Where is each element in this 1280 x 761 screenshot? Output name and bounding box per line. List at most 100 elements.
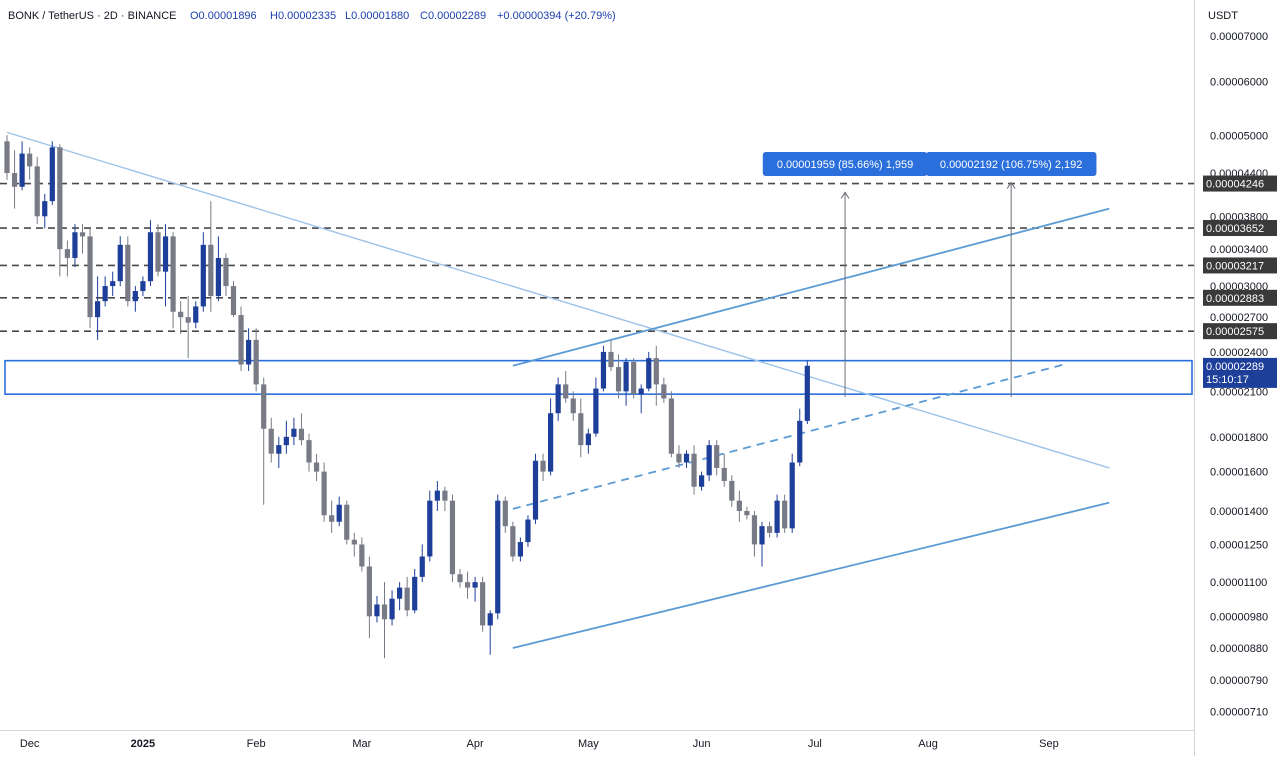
candle-body	[283, 436, 289, 446]
chart-header: BONK / TetherUS · 2D · BINANCE O0.000018…	[8, 10, 616, 22]
candle-body	[487, 613, 493, 626]
candle	[64, 240, 70, 277]
candle-body	[646, 358, 652, 389]
measure-label: 0.00001959 (85.66%) 1,959	[777, 159, 913, 171]
candle-body	[631, 361, 637, 395]
candle-body	[268, 428, 274, 454]
candle-body	[797, 420, 803, 463]
measure-label-bg	[762, 152, 928, 176]
candle-body	[49, 147, 55, 202]
candle	[449, 494, 456, 583]
open-value: O0.00001896	[190, 10, 257, 22]
candle	[593, 377, 599, 437]
candle-body	[253, 339, 259, 385]
trendline	[512, 207, 1110, 367]
candle-body	[381, 604, 388, 620]
price-tick: 0.00002700	[1210, 312, 1268, 324]
candle-body	[64, 249, 70, 258]
candle-body	[140, 281, 146, 292]
candle-body	[570, 398, 576, 414]
time-tick: 2025	[131, 738, 155, 750]
candle	[230, 281, 237, 318]
candle-body	[540, 460, 546, 472]
candle	[502, 496, 508, 533]
candle-body	[132, 291, 138, 302]
candle-body	[178, 311, 184, 318]
candle	[759, 521, 765, 567]
candle-body	[759, 526, 765, 545]
candle	[359, 537, 365, 572]
candle-body	[472, 582, 478, 588]
candle	[782, 494, 788, 533]
candle	[585, 428, 591, 454]
level-tag: 0.00002575	[1206, 326, 1264, 338]
candle	[442, 486, 448, 511]
countdown-tag: 15:10:17	[1206, 374, 1249, 386]
candle	[525, 515, 531, 547]
price-tick: 0.00001600	[1210, 467, 1268, 479]
measure-label: 0.00002192 (106.75%) 2,192	[940, 159, 1083, 171]
candle-body	[714, 445, 720, 468]
candle-body	[548, 413, 554, 472]
candle-body	[661, 384, 667, 399]
candle	[125, 236, 131, 307]
level-tag: 0.00004246	[1206, 179, 1264, 191]
price-tick: 0.00005000	[1210, 130, 1268, 142]
trendline	[512, 501, 1110, 649]
candle	[676, 445, 682, 468]
candle	[532, 453, 539, 524]
candle-body	[517, 542, 523, 557]
candle-body	[744, 511, 750, 516]
price-tags: 0.00004246 0.00003652 0.00003217 0.00002883…	[1203, 175, 1277, 388]
candle-body	[329, 515, 335, 522]
candle	[691, 445, 697, 495]
candle-body	[102, 286, 108, 302]
change-value: +0.00000394 (+20.79%)	[497, 10, 616, 22]
candle	[797, 408, 803, 467]
candle-body	[117, 244, 123, 282]
candle	[276, 436, 282, 468]
candle-body	[147, 232, 154, 282]
candle-body	[389, 598, 395, 620]
candle-body	[804, 365, 810, 421]
candle	[117, 236, 123, 287]
candle	[223, 253, 229, 297]
candle	[253, 328, 259, 392]
candle	[11, 150, 18, 209]
trendlines	[6, 131, 1110, 649]
candle	[208, 201, 214, 312]
candle-body	[419, 556, 425, 577]
candle-body	[615, 367, 622, 392]
candle	[578, 398, 584, 458]
candle-body	[366, 566, 372, 617]
trendline	[512, 363, 1065, 510]
candle	[397, 582, 403, 611]
high-value: H0.00002335	[270, 10, 336, 22]
candle-body	[578, 413, 584, 446]
currency-label: USDT	[1208, 10, 1238, 22]
candle	[714, 440, 720, 476]
candle	[615, 354, 622, 399]
candle	[774, 494, 780, 538]
candle-body	[600, 351, 607, 389]
candle-body	[223, 257, 229, 287]
candle	[42, 193, 48, 229]
candle	[336, 496, 342, 527]
candle-body	[608, 351, 614, 368]
candle-body	[464, 582, 471, 588]
candle-body	[359, 544, 365, 567]
candle	[495, 494, 501, 620]
candle	[631, 358, 637, 399]
candle	[291, 417, 297, 446]
candle	[110, 271, 116, 297]
candle	[789, 453, 795, 533]
candle-body	[404, 587, 410, 611]
candle	[472, 576, 478, 602]
candle-body	[585, 433, 591, 446]
candle-body	[313, 462, 320, 472]
time-tick: Jul	[808, 738, 822, 750]
candle	[102, 276, 108, 307]
candle	[517, 537, 523, 562]
